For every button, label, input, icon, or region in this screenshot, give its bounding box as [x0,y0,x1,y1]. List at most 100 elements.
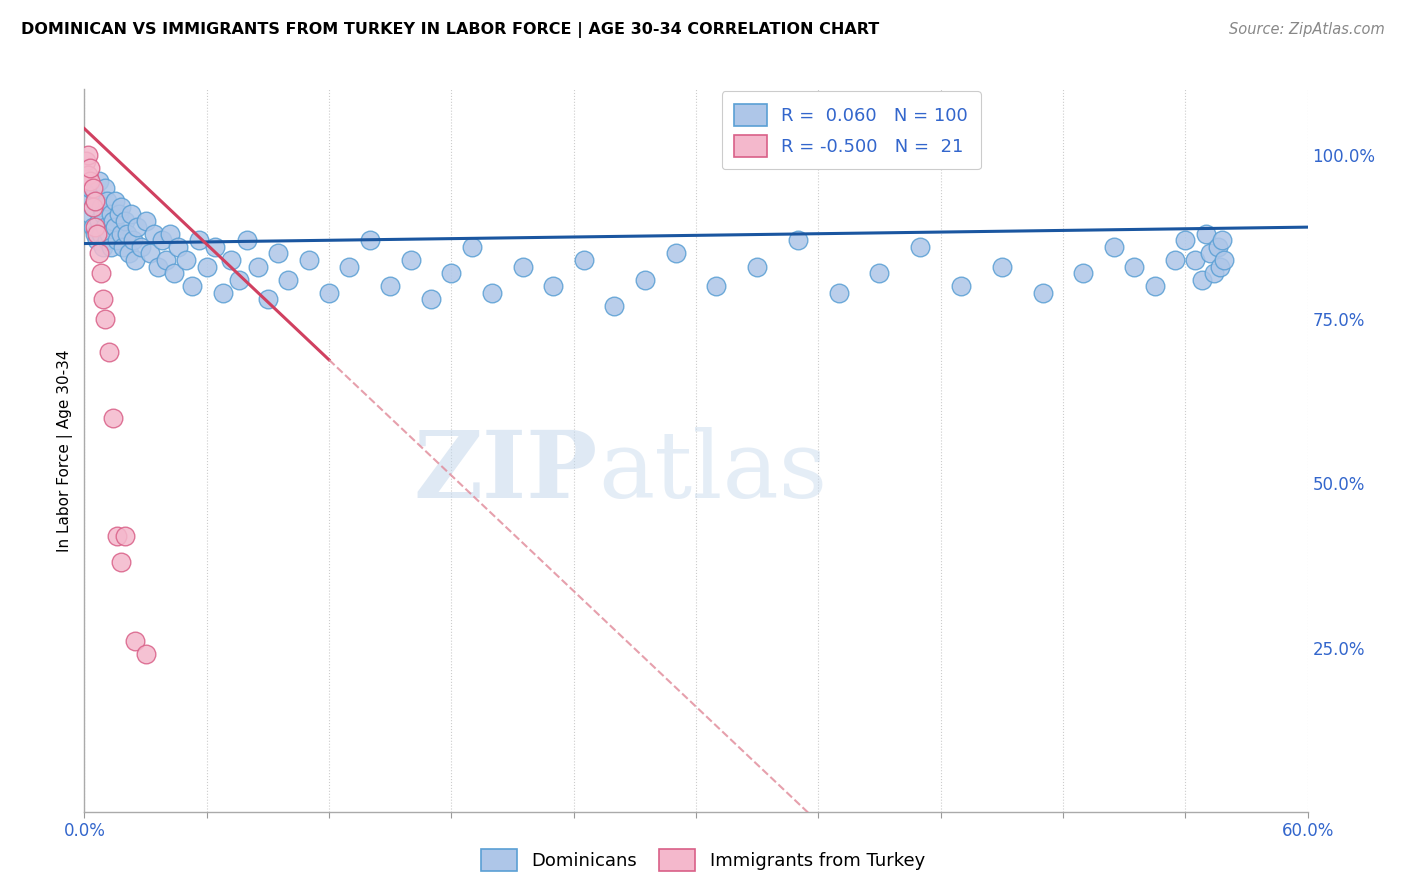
Point [440,266,463,280]
Point [77,148,100,162]
Point [97,227,120,241]
Point [124,252,146,267]
Point [236,233,259,247]
Point [195,260,218,274]
Point [1073,266,1095,280]
Point [1032,285,1054,300]
Point [82,201,104,215]
Point [105,529,128,543]
Point [787,233,810,247]
Point [380,279,402,293]
Point [79,161,101,175]
Point [90,227,112,241]
Point [1195,227,1218,241]
Point [91,293,114,307]
Point [104,220,127,235]
Point [318,285,340,300]
Point [114,529,136,543]
Point [118,246,141,260]
Point [77,168,100,182]
Point [512,260,534,274]
Point [228,273,250,287]
Point [86,233,108,247]
Point [204,240,226,254]
Point [1184,252,1206,267]
Point [104,194,127,208]
Point [481,285,503,300]
Point [100,207,122,221]
Point [115,227,138,241]
Point [399,252,422,267]
Point [97,345,120,359]
Point [1202,266,1225,280]
Point [359,233,381,247]
Point [267,246,290,260]
Point [277,273,299,287]
Point [150,233,173,247]
Point [86,227,108,241]
Point [77,194,100,208]
Point [91,240,114,254]
Point [83,220,105,235]
Point [110,201,132,215]
Legend: R =  0.060   N = 100, R = -0.500   N =  21: R = 0.060 N = 100, R = -0.500 N = 21 [721,91,980,169]
Point [114,213,136,227]
Text: ZIP: ZIP [413,427,598,517]
Point [83,187,105,202]
Y-axis label: In Labor Force | Age 30-34: In Labor Force | Age 30-34 [58,349,73,552]
Point [181,279,204,293]
Point [82,180,104,194]
Point [420,293,443,307]
Point [219,252,242,267]
Point [246,260,269,274]
Point [1198,246,1220,260]
Point [706,279,728,293]
Point [83,227,105,241]
Point [163,266,186,280]
Point [1102,240,1125,254]
Point [122,233,145,247]
Point [79,207,101,221]
Point [461,240,484,254]
Point [82,220,104,235]
Point [87,174,110,188]
Point [83,194,105,208]
Point [603,299,626,313]
Text: atlas: atlas [598,427,827,517]
Point [124,634,146,648]
Point [155,252,177,267]
Point [1211,233,1233,247]
Point [1174,233,1197,247]
Point [138,246,160,260]
Point [127,220,149,235]
Point [93,220,115,235]
Point [101,410,124,425]
Point [86,194,108,208]
Point [110,227,132,241]
Point [174,252,197,267]
Point [142,227,165,241]
Point [159,227,181,241]
Point [75,154,97,169]
Point [120,207,142,221]
Point [93,312,115,326]
Point [131,240,153,254]
Point [112,240,135,254]
Point [90,201,112,215]
Point [96,233,118,247]
Legend: Dominicans, Immigrants from Turkey: Dominicans, Immigrants from Turkey [474,842,932,879]
Point [135,213,157,227]
Point [869,266,891,280]
Point [212,285,235,300]
Point [257,293,280,307]
Point [146,260,169,274]
Point [93,180,115,194]
Point [187,233,209,247]
Text: DOMINICAN VS IMMIGRANTS FROM TURKEY IN LABOR FORCE | AGE 30-34 CORRELATION CHART: DOMINICAN VS IMMIGRANTS FROM TURKEY IN L… [21,22,879,38]
Point [1164,252,1187,267]
Point [298,252,321,267]
Point [1123,260,1146,274]
Point [135,647,157,661]
Point [79,174,101,188]
Point [950,279,973,293]
